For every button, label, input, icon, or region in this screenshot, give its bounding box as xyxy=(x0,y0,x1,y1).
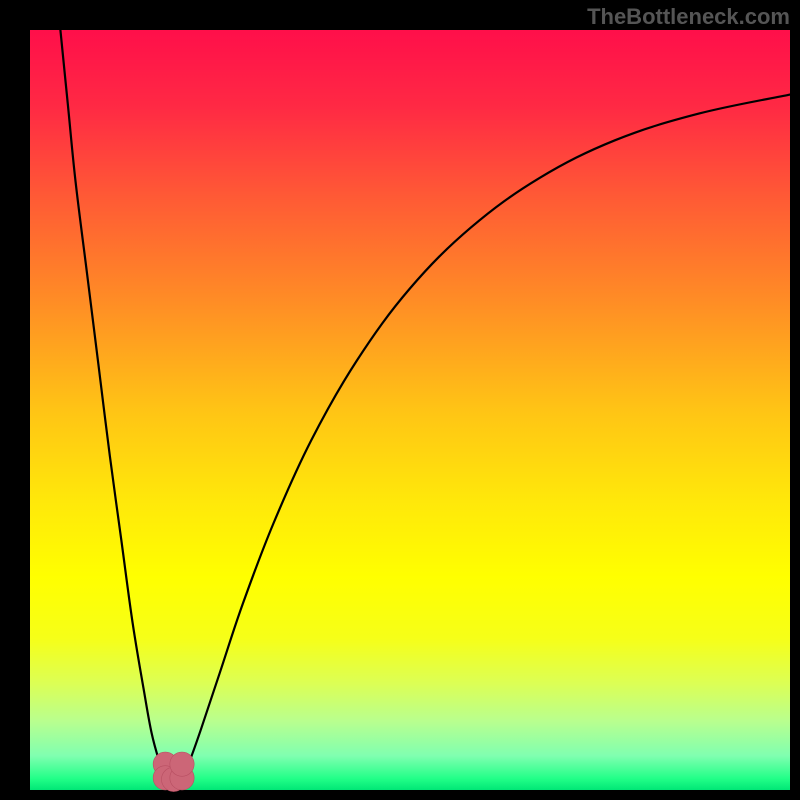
plot-background xyxy=(30,30,790,790)
watermark-label: TheBottleneck.com xyxy=(587,4,790,30)
valley-marker xyxy=(170,752,194,776)
bottleneck-chart: TheBottleneck.com xyxy=(0,0,800,800)
chart-canvas xyxy=(0,0,800,800)
